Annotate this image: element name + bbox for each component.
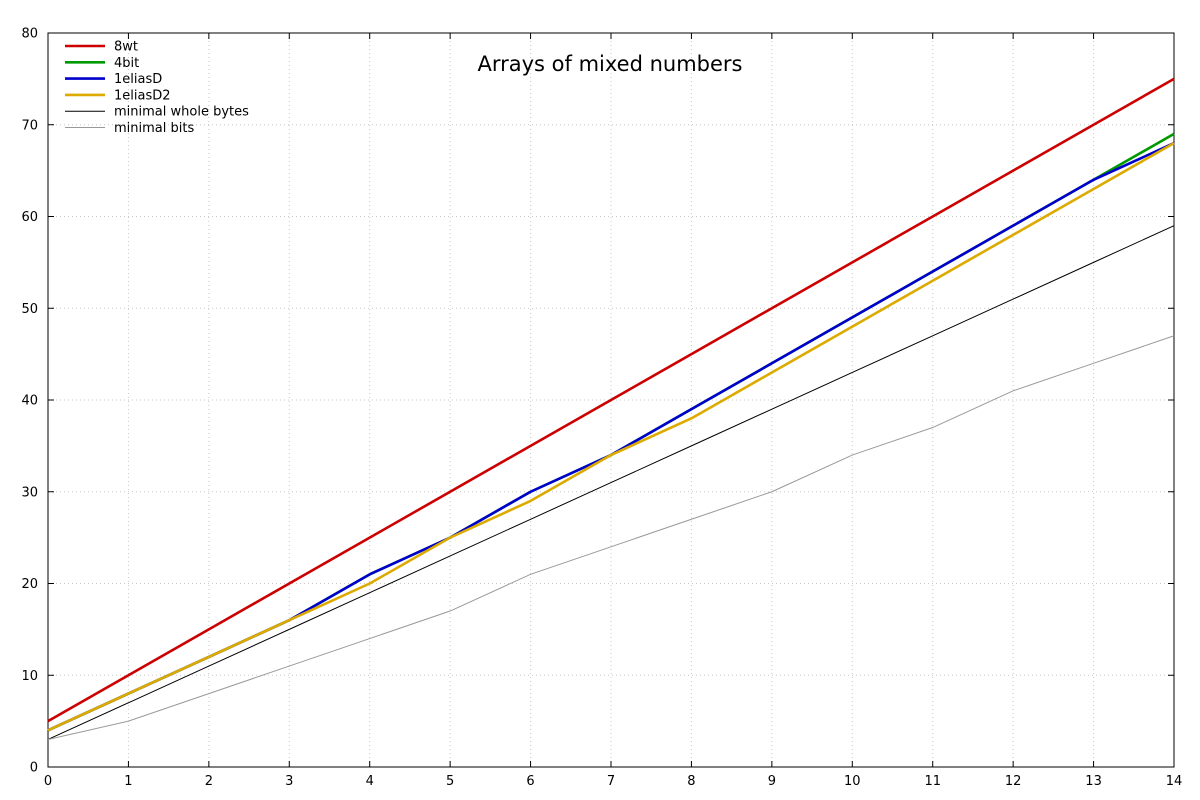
series-line-6 — [47, 335, 1175, 740]
x-tick-label: 4 — [366, 774, 374, 789]
y-tick-label: 20 — [21, 577, 38, 592]
x-tick-label: 12 — [1005, 774, 1022, 789]
y-tick-label: 10 — [21, 669, 38, 684]
legend-label: minimal bits — [114, 121, 194, 136]
x-tick-label: 2 — [205, 774, 213, 789]
y-tick-label: 30 — [21, 485, 38, 500]
y-tick-label: 50 — [21, 302, 38, 317]
x-tick-label: 3 — [285, 774, 293, 789]
x-tick-label: 11 — [924, 774, 941, 789]
x-tick-label: 9 — [768, 774, 776, 789]
series-line-4 — [47, 141, 1175, 732]
series-line-2 — [47, 132, 1175, 732]
x-tick-label: 0 — [44, 774, 52, 789]
legend-label: 1eliasD2 — [114, 88, 171, 103]
y-tick-label: 60 — [21, 210, 38, 225]
x-tick-label: 5 — [446, 774, 454, 789]
series-lines — [47, 77, 1175, 740]
x-tick-label: 8 — [687, 774, 695, 789]
legend-label: 4bit — [114, 56, 139, 71]
legend-label: minimal whole bytes — [114, 105, 249, 120]
x-tick-label: 7 — [607, 774, 615, 789]
series-line-1 — [47, 77, 1175, 723]
y-tick-label: 70 — [21, 118, 38, 133]
x-tick-label: 14 — [1166, 774, 1183, 789]
chart-title: Arrays of mixed numbers — [478, 52, 743, 76]
y-tick-label: 0 — [30, 761, 38, 776]
y-tick-label: 80 — [21, 27, 38, 42]
y-tick-label: 40 — [21, 394, 38, 409]
x-tick-label: 13 — [1085, 774, 1102, 789]
x-tick-label: 6 — [526, 774, 534, 789]
legend-label: 8wt — [114, 40, 138, 55]
series-line-5 — [47, 225, 1175, 740]
legend-label: 1eliasD — [114, 72, 162, 87]
x-tick-label: 10 — [844, 774, 861, 789]
series-line-3 — [47, 141, 1175, 732]
x-tick-label: 1 — [124, 774, 132, 789]
